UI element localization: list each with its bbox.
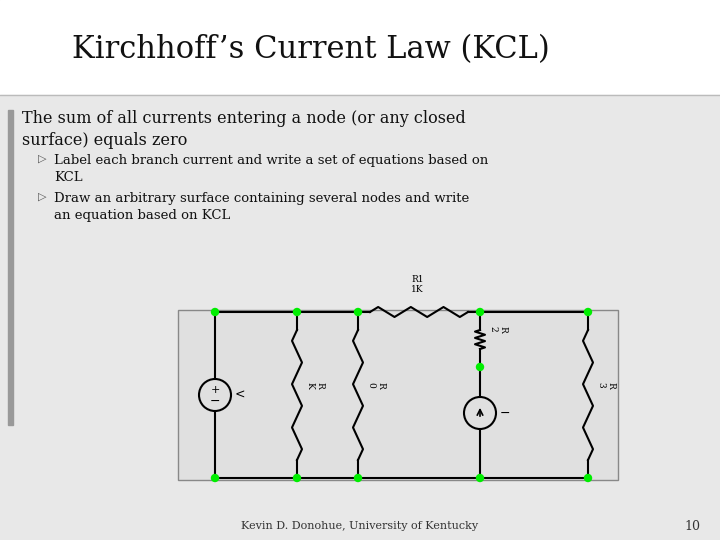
Text: Kevin D. Donohue, University of Kentucky: Kevin D. Donohue, University of Kentucky <box>241 521 479 531</box>
Bar <box>8 110 13 425</box>
Bar <box>0 95 720 540</box>
Circle shape <box>294 308 300 315</box>
Ellipse shape <box>199 379 231 411</box>
Text: ▷: ▷ <box>38 192 47 202</box>
Text: Draw an arbitrary surface containing several nodes and write
an equation based o: Draw an arbitrary surface containing sev… <box>54 192 469 222</box>
Circle shape <box>477 308 484 315</box>
Text: Label each branch current and write a set of equations based on
KCL: Label each branch current and write a se… <box>54 154 488 184</box>
Text: −: − <box>500 407 510 420</box>
Text: <: < <box>235 388 246 402</box>
Text: Kirchhoff’s Current Law (KCL): Kirchhoff’s Current Law (KCL) <box>72 35 550 65</box>
Circle shape <box>585 475 592 482</box>
Bar <box>0 0 720 95</box>
Bar <box>178 310 618 480</box>
Circle shape <box>477 475 484 482</box>
Circle shape <box>354 475 361 482</box>
Text: R
3: R 3 <box>596 382 616 388</box>
Text: R
0: R 0 <box>366 382 385 388</box>
Text: The sum of all currents entering a node (or any closed
surface) equals zero: The sum of all currents entering a node … <box>22 110 466 149</box>
Text: −: − <box>210 395 220 408</box>
Text: R
2: R 2 <box>488 326 508 333</box>
Circle shape <box>294 475 300 482</box>
Circle shape <box>585 308 592 315</box>
Text: R
K: R K <box>305 382 325 388</box>
Text: ▷: ▷ <box>38 154 47 164</box>
Circle shape <box>212 475 218 482</box>
Text: +: + <box>210 385 220 395</box>
Circle shape <box>212 308 218 315</box>
Text: 10: 10 <box>684 519 700 532</box>
Circle shape <box>354 308 361 315</box>
Text: R1
1K: R1 1K <box>411 275 423 294</box>
Circle shape <box>464 397 496 429</box>
Circle shape <box>477 363 484 370</box>
